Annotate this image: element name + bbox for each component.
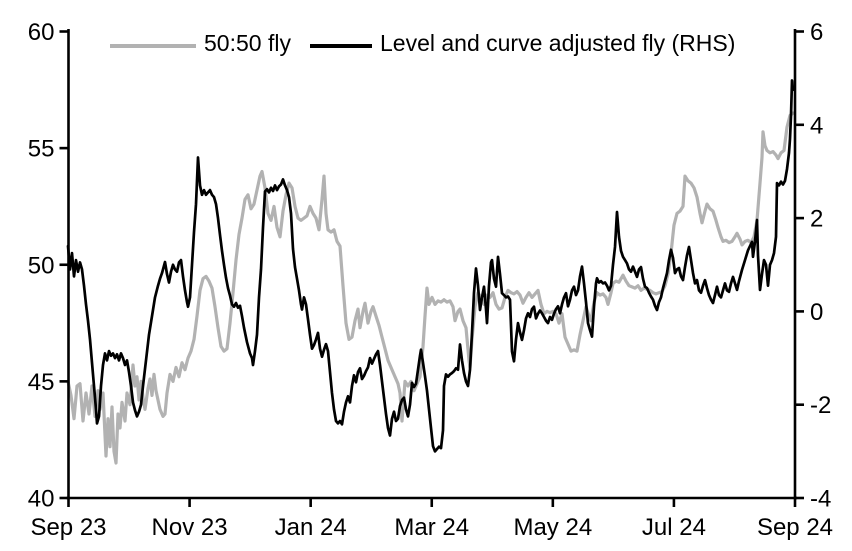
y-axis-left-tick-label: 45	[28, 369, 55, 396]
y-axis-left-tick-label: 40	[28, 486, 55, 513]
y-axis-right-tick-label: 4	[810, 112, 823, 139]
y-axis-left-tick-label: 50	[28, 252, 55, 279]
x-axis-tick-label: Mar 24	[394, 514, 469, 541]
x-axis-tick-label: Jan 24	[275, 514, 347, 541]
x-axis-tick-label: Nov 23	[152, 514, 228, 541]
y-axis-right-tick-label: 6	[810, 19, 823, 46]
y-axis-left-tick-label: 60	[28, 19, 55, 46]
x-axis-tick-label: Jul 24	[642, 514, 706, 541]
series-path-gray-5050-fly	[66, 111, 795, 465]
legend-line-swatch-black	[310, 44, 372, 48]
y-axis-right-tick-label: 0	[810, 299, 823, 326]
series-path-black-adjusted-fly	[66, 79, 795, 453]
y-axis-right-tick-label: 2	[810, 206, 823, 233]
x-axis-tick-label: Sep 24	[757, 514, 833, 541]
legend: 50:50 fly Level and curve adjusted fly (…	[0, 0, 852, 56]
y-axis-right-tick-label: -4	[810, 486, 831, 513]
x-axis-tick-label: Sep 23	[30, 514, 106, 541]
y-axis-left-tick-label: 55	[28, 136, 55, 163]
y-axis-right-tick-label: -2	[810, 392, 831, 419]
legend-label-level-curve-adjusted-fly: Level and curve adjusted fly (RHS)	[380, 30, 736, 56]
x-axis-tick-label: May 24	[513, 514, 592, 541]
legend-line-swatch-gray	[110, 44, 196, 48]
legend-label-5050-fly: 50:50 fly	[204, 30, 291, 56]
